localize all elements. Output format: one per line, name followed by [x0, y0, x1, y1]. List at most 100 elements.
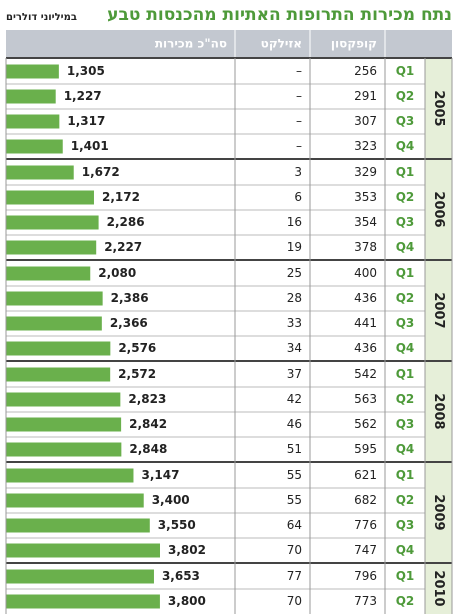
bar: [6, 569, 154, 584]
year-label: 2008: [431, 393, 446, 429]
azilect-value: 19: [287, 240, 302, 254]
quarter-label: Q3: [396, 114, 415, 128]
total-label: 2,572: [118, 367, 156, 381]
year-label: 2009: [431, 494, 446, 530]
column-header: סה"כ מכירות: [155, 37, 227, 51]
azilect-value: 70: [287, 543, 302, 557]
azilect-value: 25: [287, 266, 302, 280]
quarter-label: Q4: [396, 442, 415, 456]
copaxone-value: 747: [354, 543, 377, 557]
azilect-value: 42: [287, 392, 302, 406]
quarter-label: Q2: [396, 89, 415, 103]
total-label: 3,147: [141, 468, 179, 482]
quarter-label: Q4: [396, 341, 415, 355]
total-label: 2,848: [129, 442, 167, 456]
copaxone-value: 354: [354, 215, 377, 229]
chart-subtitle: במיליוני דולרים: [6, 12, 77, 23]
azilect-value: 55: [287, 493, 302, 507]
total-label: 2,386: [111, 291, 149, 305]
quarter-label: Q2: [396, 291, 415, 305]
bar: [6, 442, 122, 457]
bar: [6, 417, 122, 432]
bar: [6, 543, 160, 558]
copaxone-value: 796: [354, 569, 377, 583]
quarter-label: Q1: [396, 468, 415, 482]
copaxone-value: 682: [354, 493, 377, 507]
copaxone-value: 436: [354, 341, 377, 355]
total-label: 2,823: [128, 392, 166, 406]
copaxone-value: 563: [354, 392, 377, 406]
total-label: 1,227: [64, 89, 102, 103]
year-cell: [425, 160, 452, 260]
copaxone-value: 329: [354, 165, 377, 179]
year-label: 2005: [431, 90, 446, 126]
quarter-label: Q2: [396, 493, 415, 507]
azilect-value: 51: [287, 442, 302, 456]
copaxone-value: 256: [354, 64, 377, 78]
bar: [6, 114, 60, 129]
bar: [6, 392, 121, 407]
bar: [6, 518, 150, 533]
bar: [6, 89, 56, 104]
chart-title: נתח מכירות התרופות האתיות מהכנסות טבע: [107, 5, 452, 25]
bar: [6, 316, 102, 331]
year-cell: [425, 362, 452, 462]
quarter-label: Q1: [396, 367, 415, 381]
azilect-value: 3: [294, 165, 302, 179]
total-label: 3,400: [152, 493, 190, 507]
copaxone-value: 291: [354, 89, 377, 103]
azilect-value: 37: [287, 367, 302, 381]
bar: [6, 594, 160, 609]
copaxone-value: 621: [354, 468, 377, 482]
copaxone-value: 400: [354, 266, 377, 280]
total-label: 1,401: [71, 139, 109, 153]
azilect-value: 16: [287, 215, 302, 229]
total-label: 1,672: [82, 165, 120, 179]
azilect-value: 33: [287, 316, 302, 330]
bar: [6, 291, 103, 306]
column-header: אזילקט: [261, 37, 302, 51]
azilect-value: 64: [287, 518, 302, 532]
copaxone-value: 436: [354, 291, 377, 305]
azilect-value: 28: [287, 291, 302, 305]
total-label: 3,550: [158, 518, 196, 532]
copaxone-value: 776: [354, 518, 377, 532]
quarter-label: Q3: [396, 518, 415, 532]
copaxone-value: 441: [354, 316, 377, 330]
bar: [6, 165, 74, 180]
quarter-label: Q2: [396, 392, 415, 406]
bar: [6, 215, 99, 230]
quarter-label: Q3: [396, 316, 415, 330]
year-label: 2007: [431, 292, 446, 328]
quarter-label: Q1: [396, 569, 415, 583]
year-cell: [425, 59, 452, 159]
azilect-value: 46: [287, 417, 302, 431]
copaxone-value: 773: [354, 594, 377, 608]
copaxone-value: 378: [354, 240, 377, 254]
azilect-value: 55: [287, 468, 302, 482]
year-cell: [425, 261, 452, 361]
azilect-value: 34: [287, 341, 302, 355]
azilect-value: –: [296, 139, 302, 153]
total-label: 2,286: [107, 215, 145, 229]
column-header: קופקסון: [331, 37, 377, 51]
quarter-label: Q4: [396, 139, 415, 153]
total-label: 3,802: [168, 543, 206, 557]
total-label: 1,317: [67, 114, 105, 128]
quarter-label: Q3: [396, 417, 415, 431]
bar: [6, 367, 111, 382]
total-label: 1,305: [67, 64, 105, 78]
quarter-label: Q1: [396, 64, 415, 78]
total-label: 3,653: [162, 569, 200, 583]
bar: [6, 64, 59, 79]
azilect-value: –: [296, 89, 302, 103]
total-label: 2,576: [118, 341, 156, 355]
copaxone-value: 353: [354, 190, 377, 204]
year-label: 2010: [431, 570, 446, 606]
year-cell: [425, 564, 452, 614]
quarter-label: Q3: [396, 215, 415, 229]
total-label: 3,800: [168, 594, 206, 608]
azilect-value: –: [296, 64, 302, 78]
year-label: 2006: [431, 191, 446, 227]
